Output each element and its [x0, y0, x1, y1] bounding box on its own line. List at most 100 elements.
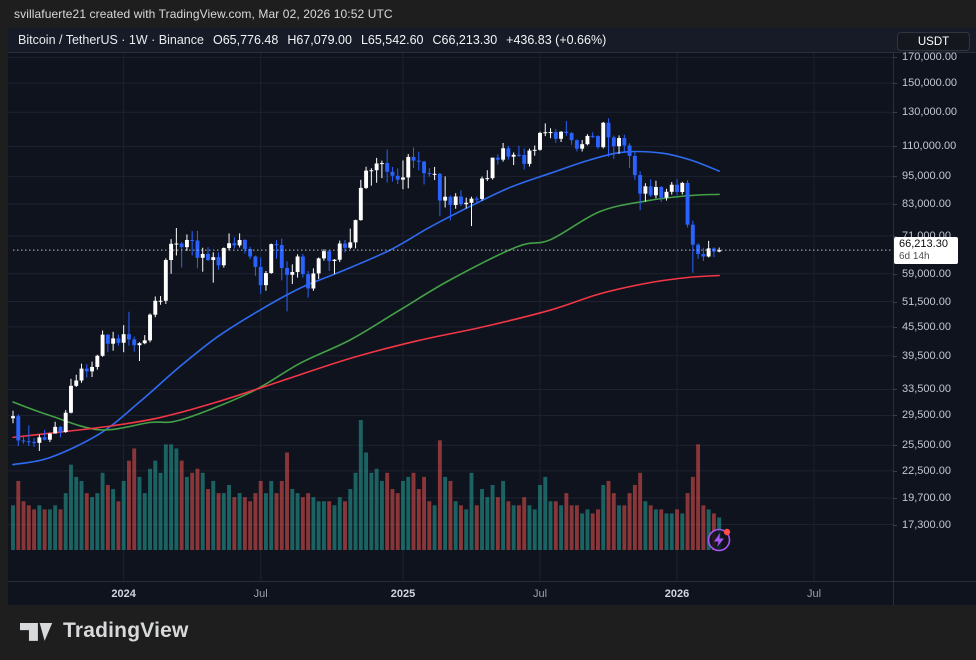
candle-up — [653, 186, 658, 196]
volume-bar — [453, 501, 458, 550]
ohlc-low: L65,542.60 — [360, 33, 424, 47]
volume-bar — [443, 476, 448, 550]
volume-bar — [437, 440, 442, 550]
volume-bar — [490, 485, 495, 550]
candle-up — [364, 170, 369, 188]
volume-bar — [427, 501, 432, 550]
candle-up — [184, 239, 189, 248]
volume-bar — [653, 509, 658, 550]
candle-up — [11, 416, 15, 419]
candle-up — [369, 170, 374, 172]
candle-down — [516, 154, 521, 156]
tradingview-logo-text: TradingView — [63, 619, 189, 642]
candle-up — [137, 343, 142, 346]
volume-bar — [469, 472, 474, 550]
ma-mid-green — [12, 193, 720, 431]
ohlc-open: O65,776.48 — [212, 33, 279, 47]
candle-down — [459, 196, 463, 205]
volume-bar — [53, 505, 58, 550]
volume-bar — [648, 505, 653, 550]
time-axis-label: Jul — [253, 588, 268, 600]
volume-bar — [685, 493, 690, 550]
candle-up — [200, 253, 205, 258]
volume-bar — [21, 501, 26, 550]
volume-bar — [332, 505, 337, 550]
candle-up — [153, 300, 158, 315]
candle-down — [253, 256, 258, 267]
candle-up — [401, 177, 405, 180]
candle-up — [163, 260, 168, 301]
price-tick-mark — [893, 497, 897, 499]
price-tick-label: 33,500.00 — [902, 383, 951, 396]
candle-down — [675, 184, 679, 193]
candle-down — [258, 266, 263, 286]
volume-bar — [406, 476, 411, 550]
price-tick-label: 19,700.00 — [902, 491, 951, 504]
volume-bar — [464, 509, 469, 550]
volume-bar — [343, 501, 347, 550]
volume-bar — [58, 509, 63, 550]
price-chart-canvas[interactable] — [8, 53, 893, 581]
volume-bar — [411, 472, 416, 550]
candle-up — [295, 256, 300, 273]
time-axis-label: Jul — [532, 588, 548, 600]
price-tick-mark — [893, 235, 897, 237]
volume-bar — [638, 472, 643, 550]
candle-up — [706, 248, 711, 257]
candle-up — [221, 248, 226, 266]
time-axis[interactable]: 2024 Jul 2025 Jul 2026 Jul — [8, 581, 976, 605]
volume-bar — [385, 472, 390, 550]
volume-bar — [632, 485, 637, 550]
candle-up — [95, 355, 100, 367]
candles — [11, 118, 722, 451]
volume-bar — [390, 489, 395, 550]
volume-bar — [169, 444, 174, 550]
symbol-title[interactable]: Bitcoin / TetherUS · 1W · Binance — [18, 33, 204, 47]
volume-bar — [105, 485, 110, 550]
candle-down — [506, 148, 511, 157]
volume-bar — [137, 476, 142, 550]
candle-down — [42, 437, 47, 440]
volume-bar — [121, 480, 126, 550]
volume-bar — [227, 485, 232, 550]
candle-up — [121, 334, 126, 343]
volume-bar — [364, 452, 369, 550]
candle-down — [422, 161, 427, 174]
volume-bar — [485, 497, 490, 550]
currency-toggle-button[interactable]: USDT — [897, 32, 970, 51]
candle-down — [590, 135, 595, 137]
candle-down — [701, 253, 706, 257]
volume-bar — [16, 480, 21, 550]
volume-bar — [358, 420, 363, 550]
volume-bar — [564, 493, 569, 550]
candle-up — [321, 251, 326, 259]
candle-up — [227, 243, 232, 249]
candle-down — [126, 334, 131, 340]
candle-down — [622, 138, 627, 146]
volume-bar — [42, 509, 47, 550]
candle-up — [353, 220, 358, 243]
price-tick-label: 110,000.00 — [902, 140, 957, 153]
volume-bar — [148, 468, 152, 550]
candle-up — [527, 150, 532, 164]
volume-bar — [543, 476, 548, 550]
candle-down — [448, 196, 453, 205]
volume-bar — [111, 489, 116, 550]
candle-down — [242, 239, 247, 249]
price-tick-label: 150,000.00 — [902, 77, 958, 89]
volume-bar — [63, 493, 68, 550]
volume-bar — [190, 472, 195, 550]
candle-down — [553, 132, 558, 139]
price-tick-mark — [893, 326, 897, 328]
flash-icon[interactable] — [707, 528, 731, 552]
volume-bar — [596, 509, 600, 550]
candle-down — [474, 198, 479, 200]
candle-down — [596, 136, 600, 148]
candle-down — [385, 163, 390, 172]
volume-bar — [627, 493, 632, 550]
candle-up — [90, 366, 94, 372]
volume-bar — [232, 497, 237, 550]
volume-bar — [501, 480, 506, 550]
volume-bar — [95, 493, 100, 550]
